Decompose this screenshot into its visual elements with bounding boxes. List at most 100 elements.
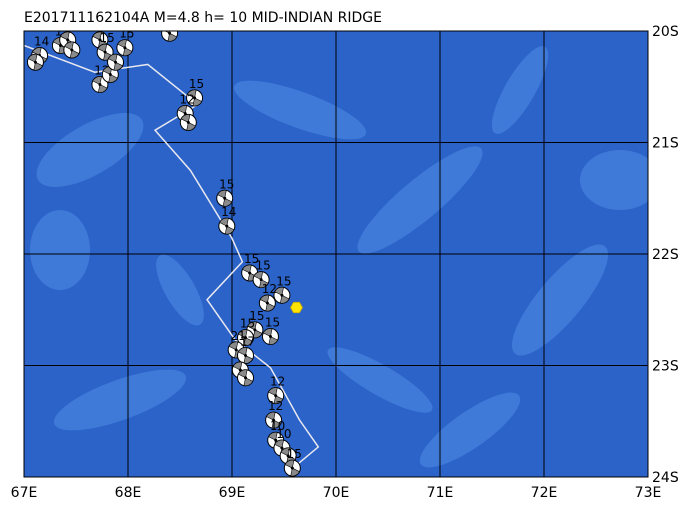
beachball-quadrant xyxy=(164,31,178,42)
beachball-center xyxy=(286,454,290,458)
beachball-center xyxy=(259,278,263,282)
beachball-quadrant xyxy=(253,271,269,288)
depth-label: 10 xyxy=(276,427,291,441)
lat-label: 20S xyxy=(652,24,679,40)
focal-mechanism xyxy=(179,113,197,131)
beachball-quadrant xyxy=(219,217,235,235)
depth-label: 14 xyxy=(34,35,49,49)
beachball-center xyxy=(98,38,102,42)
focal-mechanism xyxy=(237,346,255,364)
beachball-quadrant xyxy=(217,189,233,207)
beachball-center xyxy=(290,466,294,470)
beachball-quadrant xyxy=(274,286,290,304)
lat-label: 21S xyxy=(652,136,679,152)
focal-mechanism xyxy=(273,286,291,304)
focal-mechanism xyxy=(261,328,279,346)
beachball-quadrant xyxy=(237,329,254,346)
beachball-center xyxy=(234,348,238,352)
labels: 67E 68E 69E 70E 71E 72E 73E 20S 21S 22S 23S 24S xyxy=(11,24,679,501)
beachball-center xyxy=(123,46,127,50)
beachball-quadrant xyxy=(262,328,279,345)
overlay: 1515121514151515121515152117121210101514… xyxy=(24,19,320,477)
focal-mechanism xyxy=(186,89,204,107)
beachball-center xyxy=(193,96,197,100)
beachball-center xyxy=(103,50,107,54)
beachball-center xyxy=(248,271,252,275)
focal-mechanism xyxy=(237,369,255,387)
beachball-center xyxy=(253,328,257,332)
focal-mechanism xyxy=(161,31,179,42)
beachball-quadrant xyxy=(180,114,196,131)
depth-label: 15 xyxy=(249,309,264,323)
lon-label: 71E xyxy=(427,485,454,501)
beachball-center xyxy=(168,31,172,35)
beachball-center xyxy=(108,72,112,76)
focal-mechanism xyxy=(26,53,44,71)
bathymetry xyxy=(30,46,648,468)
focal-mechanism xyxy=(267,387,285,405)
depth-label: 15 xyxy=(265,316,280,330)
beachball-quadrant xyxy=(107,53,124,71)
beachball-quadrant xyxy=(27,53,44,71)
depth-label: 15 xyxy=(240,317,255,331)
plate-boundary xyxy=(24,44,320,471)
depth-label: 15 xyxy=(94,19,109,33)
focal-mechanism xyxy=(216,189,234,207)
beachball-quadrant xyxy=(237,369,254,387)
focal-mechanism xyxy=(107,53,125,71)
beachball-quadrant xyxy=(259,294,275,312)
depth-label: 12 xyxy=(262,282,277,296)
focal-mechanism xyxy=(116,39,134,57)
beachball-center xyxy=(223,196,227,200)
depth-label: 15 xyxy=(244,252,259,266)
focal-mechanism xyxy=(63,41,81,59)
beachball-center xyxy=(265,301,269,305)
beachball-center xyxy=(244,353,248,357)
depth-label: 15 xyxy=(287,447,302,461)
depth-label: 15 xyxy=(219,177,234,191)
depth-label: 15 xyxy=(99,31,114,45)
depth-label: 12 xyxy=(270,375,285,389)
beachball-quadrant xyxy=(265,411,282,429)
beachball-center xyxy=(33,60,37,64)
depth-label: 10 xyxy=(270,419,285,433)
focal-mechanism xyxy=(237,329,255,347)
beachball-quadrant xyxy=(117,39,133,57)
beachball-center xyxy=(274,438,278,442)
lon-label: 67E xyxy=(11,485,38,501)
depth-label: 15 xyxy=(119,27,134,41)
focal-mechanism xyxy=(252,271,270,289)
beachball-quadrant xyxy=(64,41,80,59)
beachball-center xyxy=(244,376,248,380)
lon-label: 69E xyxy=(219,485,246,501)
lon-label: 70E xyxy=(323,485,350,501)
lat-label: 24S xyxy=(652,470,679,486)
frame xyxy=(23,30,649,478)
focal-mechanism xyxy=(91,76,109,94)
beachball-center xyxy=(66,38,70,42)
depth-label: 12 xyxy=(268,399,283,413)
depth-label: 15 xyxy=(189,77,204,91)
beachball-center xyxy=(70,48,74,52)
focal-mechanism xyxy=(283,459,301,477)
map-title: E201711162104A M=4.8 h= 10 MID-INDIAN RI… xyxy=(24,10,382,26)
depth-label: 7 xyxy=(66,19,74,33)
beachball-center xyxy=(272,418,276,422)
lon-label: 73E xyxy=(635,485,662,501)
depth-label: 17 xyxy=(240,334,255,348)
focal-mechanism xyxy=(96,43,114,61)
focal-mechanism xyxy=(258,294,276,312)
beachball-center xyxy=(186,120,190,124)
focal-mechanism xyxy=(218,217,236,235)
beachball-center xyxy=(268,335,272,339)
beachball-center xyxy=(274,394,278,398)
depth-label: 15 xyxy=(255,259,270,273)
beachball-center xyxy=(244,336,248,340)
depth-label: 12 xyxy=(180,93,195,107)
lon-label: 68E xyxy=(115,485,142,501)
beachball-quadrant xyxy=(92,76,108,93)
lon-label: 72E xyxy=(531,485,558,501)
depth-label: 15 xyxy=(276,274,291,288)
